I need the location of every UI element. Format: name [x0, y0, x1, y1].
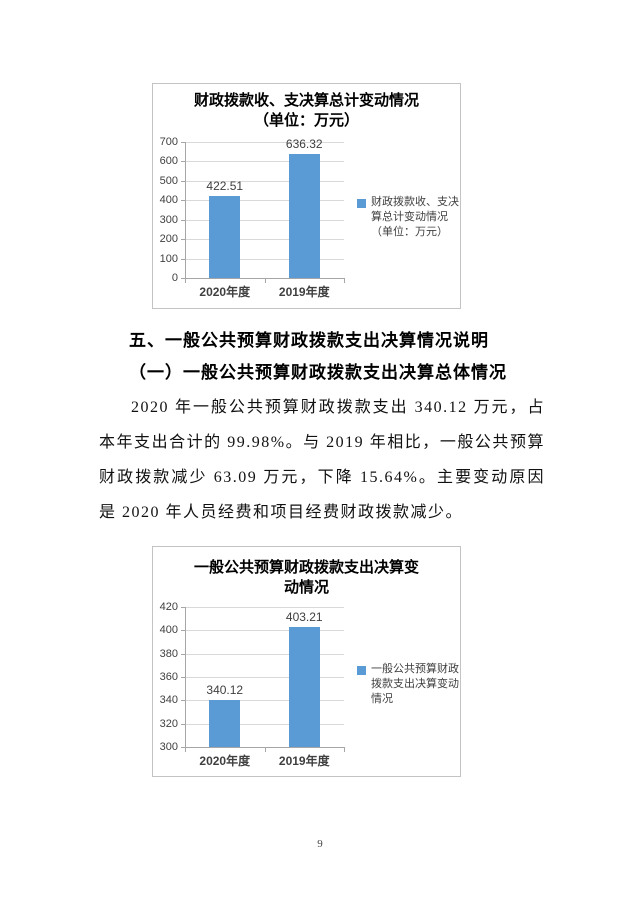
y-tick: [181, 607, 185, 608]
x-tick: [185, 747, 186, 752]
y-tick-label: 0: [171, 272, 178, 284]
y-tick: [181, 653, 185, 655]
y-tick-label: 320: [159, 717, 178, 730]
y-tick-label: 300: [159, 213, 178, 226]
y-tick: [181, 219, 185, 221]
y-tick-label: 600: [159, 155, 178, 168]
legend-label: 财政拨款收、支决 算总计变动情况 （单位：万元）: [371, 195, 463, 240]
y-gridline: [185, 723, 344, 725]
y-gridline: [185, 677, 344, 678]
y-tick-label: 300: [159, 741, 178, 753]
chart-title: 一般公共预算财政拨款支出决算变 动情况: [153, 558, 460, 598]
y-gridline: [185, 200, 344, 202]
bar-value-label: 636.32: [285, 137, 323, 152]
legend-line: 财政拨款收、支决: [371, 196, 459, 208]
chart-total-budget-change: 财政拨款收、支决算总计变动情况 （单位：万元） 700 600 500 400 300 20…: [152, 83, 461, 309]
y-tick: [181, 723, 185, 725]
x-tick: [185, 278, 186, 283]
legend-line: 一般公共预算财政: [371, 663, 459, 675]
legend-line: （单位：万元）: [371, 226, 448, 238]
x-tick: [264, 747, 266, 752]
bar: [288, 154, 320, 278]
y-gridline: [185, 258, 344, 260]
subsection-heading: （一）一般公共预算财政拨款支出决算总体情况: [129, 363, 507, 382]
legend-line: 拨款支出决算变动: [371, 678, 459, 690]
y-tick-label: 200: [159, 233, 178, 246]
y-tick-label: 420: [159, 601, 178, 613]
y-tick: [181, 142, 185, 143]
y-gridline: [185, 219, 344, 221]
y-tick: [181, 278, 185, 279]
y-gridline: [185, 161, 344, 163]
y-tick: [181, 747, 185, 748]
legend-line: 算总计变动情况: [371, 211, 448, 223]
chart-expenditure-change: 一般公共预算财政拨款支出决算变 动情况 420 400 380 360 340 320 300…: [152, 546, 461, 777]
chart-plot-area: 420 400 380 360 340 320 300 340.12 2020年度 403.21 2…: [153, 547, 460, 776]
bar-value-label: 340.12: [206, 683, 244, 698]
chart-title-line: 一般公共预算财政拨款支出决算变: [193, 559, 419, 576]
section-heading: 五、一般公共预算财政拨款支出决算情况说明: [129, 331, 489, 350]
x-tick: [264, 278, 266, 283]
chart-plot-area: 700 600 500 400 300 200 100 0 422.51 2020年度 636.32…: [153, 84, 460, 308]
legend-label: 一般公共预算财政 拨款支出决算变动 情况: [371, 662, 463, 707]
x-category-label: 2020年度: [199, 285, 251, 299]
y-tick-label: 380: [159, 647, 178, 660]
y-tick-label: 700: [159, 136, 178, 148]
y-gridline: [185, 700, 344, 702]
body-paragraph: 2020 年一般公共预算财政拨款支出 340.12 万元，占本年支出合计的 99…: [99, 399, 545, 521]
y-tick-label: 400: [159, 194, 178, 207]
bar: [209, 700, 241, 747]
y-tick: [181, 677, 185, 678]
y-gridline: [185, 142, 344, 143]
legend-swatch-icon: [357, 666, 366, 675]
y-gridline: [185, 239, 344, 241]
page-number: 9: [317, 838, 323, 850]
y-gridline: [185, 630, 344, 632]
y-axis-line: [185, 607, 186, 747]
y-tick: [181, 180, 185, 182]
legend-swatch-icon: [357, 199, 366, 208]
y-axis-line: [185, 142, 186, 278]
y-tick: [181, 200, 185, 202]
bar: [209, 195, 241, 278]
y-tick-label: 360: [159, 671, 178, 683]
chart-title-line: （单位：万元）: [253, 112, 359, 129]
y-tick-label: 400: [159, 624, 178, 637]
y-tick: [181, 161, 185, 163]
y-tick: [181, 239, 185, 241]
y-gridline: [185, 180, 344, 182]
chart-title: 财政拨款收、支决算总计变动情况 （单位：万元）: [153, 91, 460, 131]
y-gridline: [185, 607, 344, 608]
x-tick: [344, 747, 345, 752]
chart-title-line: 动情况: [283, 579, 329, 596]
y-tick-label: 340: [159, 694, 178, 707]
y-tick: [181, 630, 185, 632]
bar: [288, 626, 320, 747]
bar-value-label: 403.21: [285, 609, 323, 624]
x-category-label: 2019年度: [278, 754, 330, 768]
x-tick: [344, 278, 345, 283]
bar-value-label: 422.51: [206, 178, 244, 193]
legend-line: 情况: [371, 693, 393, 705]
y-tick-label: 500: [159, 174, 178, 187]
x-category-label: 2020年度: [199, 754, 251, 768]
y-tick: [181, 258, 185, 260]
chart-title-line: 财政拨款收、支决算总计变动情况: [193, 92, 419, 109]
y-gridline: [185, 653, 344, 655]
y-tick-label: 100: [159, 252, 178, 265]
y-tick: [181, 700, 185, 702]
x-category-label: 2019年度: [278, 285, 330, 299]
